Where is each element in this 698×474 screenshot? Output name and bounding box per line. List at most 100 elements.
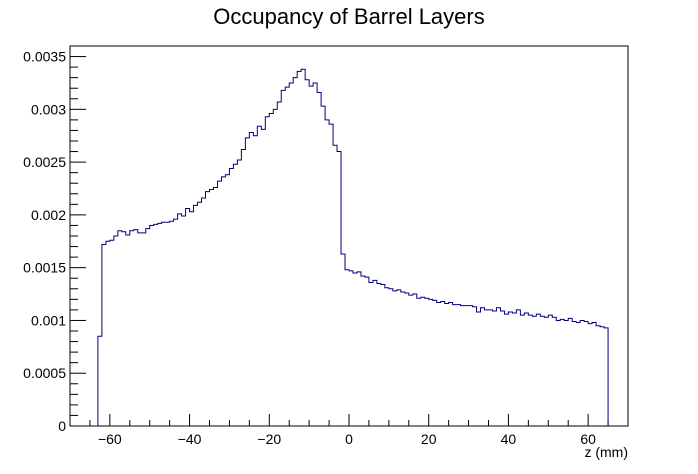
histogram-bin — [289, 83, 293, 426]
histogram-bin — [437, 303, 441, 427]
histogram-bin — [110, 240, 114, 426]
histogram-bin — [409, 295, 413, 426]
histogram-bin — [405, 293, 409, 426]
histogram-bin — [504, 314, 508, 426]
histogram-bin — [178, 214, 182, 426]
y-tick-label: 0.003 — [31, 101, 66, 117]
histogram-bin — [170, 221, 174, 426]
x-axis: −60 −40 −20 0 20 40 60 — [69, 414, 629, 447]
histogram-bin — [441, 301, 445, 426]
histogram-bin — [245, 138, 249, 426]
y-tick-label: 0.001 — [31, 312, 66, 328]
histogram-bin — [397, 290, 401, 426]
histogram-bin — [477, 312, 481, 426]
histogram-bin — [556, 320, 560, 426]
histogram-bin — [377, 284, 381, 427]
histogram-bin — [166, 222, 170, 426]
histogram-bin — [174, 219, 178, 426]
histogram-bin — [572, 322, 576, 427]
histogram-bin — [138, 233, 142, 426]
histogram-bin — [469, 306, 473, 426]
histogram-bin — [473, 307, 477, 426]
histogram-bin — [293, 78, 297, 426]
histogram-bin — [198, 202, 202, 426]
x-tick-label: −60 — [98, 431, 122, 447]
histogram-bin — [134, 230, 138, 426]
histogram-bin — [512, 313, 516, 426]
histogram-bin — [345, 270, 349, 426]
histogram-bin — [313, 83, 317, 426]
histogram-bin — [389, 289, 393, 426]
histogram-bin — [229, 168, 233, 426]
histogram-bin — [309, 86, 313, 426]
histogram-bin — [588, 324, 592, 426]
histogram-bin — [453, 305, 457, 426]
histogram-bin — [401, 292, 405, 426]
histogram-bin — [114, 236, 118, 426]
histogram-bin — [337, 152, 341, 426]
histogram-bin — [381, 285, 385, 426]
histogram-bin — [98, 336, 102, 426]
histogram-bin — [261, 129, 265, 426]
histogram-bin — [333, 145, 337, 426]
chart-title: Occupancy of Barrel Layers — [213, 4, 484, 29]
histogram-bin — [325, 120, 329, 426]
histogram-bin — [580, 320, 584, 426]
histogram-bin — [357, 272, 361, 426]
histogram-bin — [102, 244, 106, 426]
histogram-bin — [106, 241, 110, 426]
histogram-bin — [285, 87, 289, 426]
histogram-bin — [329, 124, 333, 426]
histogram-bin — [489, 310, 493, 426]
histogram-bin — [520, 315, 524, 426]
histogram-bin — [158, 223, 162, 426]
histogram-bin — [186, 209, 190, 426]
histogram-bin — [433, 300, 437, 426]
histogram-series-line — [97, 68, 609, 426]
histogram-bin — [269, 114, 273, 426]
histogram-bin — [146, 229, 150, 426]
histogram-bin — [576, 323, 580, 426]
y-tick-label: 0 — [58, 418, 66, 434]
histogram-bin — [154, 224, 158, 426]
histogram-bin — [449, 303, 453, 427]
histogram-bin — [508, 312, 512, 426]
y-tick-label: 0.002 — [31, 207, 66, 223]
x-tick-label: −20 — [257, 431, 281, 447]
histogram-bin — [249, 133, 253, 426]
histogram-bin — [552, 317, 556, 426]
histogram-bin — [213, 187, 217, 426]
y-tick-label: 0.0005 — [23, 365, 66, 381]
x-tick-label: 20 — [421, 431, 437, 447]
histogram-bin — [373, 280, 377, 426]
histogram-bin — [281, 90, 285, 426]
histogram-bin — [341, 254, 345, 426]
histogram-bin — [496, 308, 500, 426]
histogram-bin — [317, 92, 321, 426]
histogram-bin — [385, 288, 389, 426]
histogram-bin — [241, 149, 245, 426]
histogram-bin — [206, 192, 210, 426]
histogram-bin — [524, 313, 528, 426]
histogram-bin — [349, 271, 353, 426]
histogram-bin — [536, 314, 540, 426]
x-tick-label: 0 — [345, 431, 353, 447]
histogram-bin — [425, 298, 429, 426]
histogram-bin — [604, 328, 608, 426]
histogram-bin — [130, 231, 134, 426]
histogram-bin — [253, 136, 257, 426]
histogram-bin — [369, 282, 373, 426]
x-tick-label: −40 — [178, 431, 202, 447]
histogram-bin — [528, 315, 532, 426]
histogram-bin — [233, 164, 237, 426]
histogram-bin — [118, 231, 122, 426]
histogram-bin — [365, 277, 369, 426]
histogram-bin — [273, 109, 277, 426]
histogram-bin — [445, 304, 449, 426]
y-tick-label: 0.0015 — [23, 260, 66, 276]
histogram-bin — [393, 291, 397, 426]
histogram-bin — [592, 323, 596, 426]
histogram-bin — [122, 232, 126, 426]
histogram-bin — [237, 160, 241, 426]
